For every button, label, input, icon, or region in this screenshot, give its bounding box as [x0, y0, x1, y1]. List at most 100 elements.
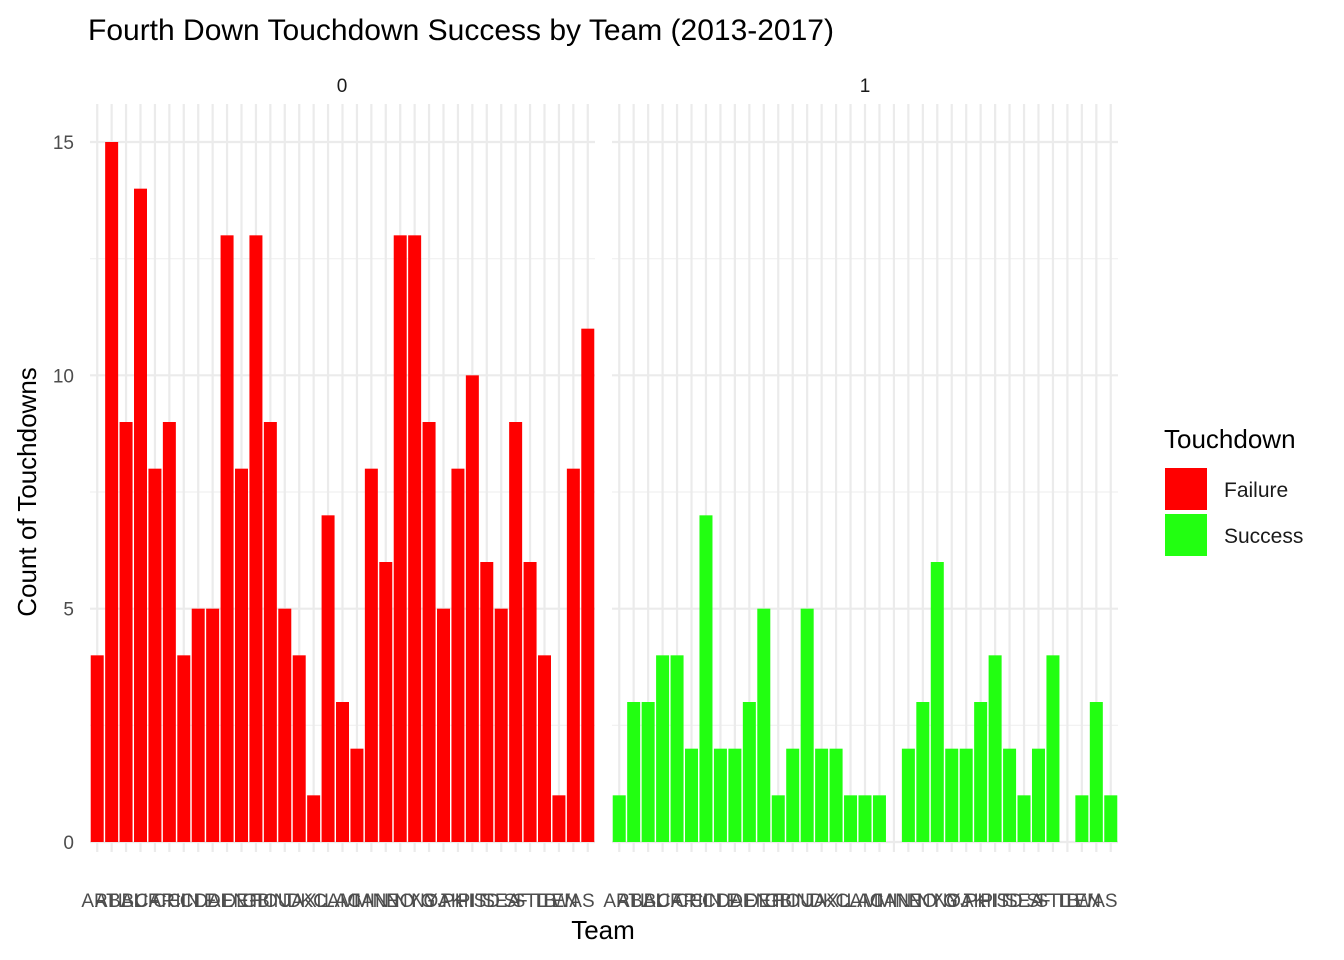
x-tick-label: WAS — [1075, 891, 1118, 912]
x-tick-label: SD — [996, 891, 1022, 912]
x-tick-label: BUF — [122, 891, 160, 912]
bar-failure-17 — [336, 702, 349, 842]
bar-success-24 — [959, 748, 973, 842]
legend-label-failure: Failure — [1224, 479, 1288, 502]
x-tick-label: CHI — [675, 891, 708, 912]
x-tick-label: IND — [791, 891, 824, 912]
x-tick-label: CLE — [180, 891, 217, 912]
x-tick-label: JAX — [804, 891, 839, 912]
x-tick-label: DEN — [729, 891, 769, 912]
facet-panel-1 — [612, 104, 1118, 852]
x-tick-label: GB — [765, 891, 792, 912]
bar-success-14 — [815, 748, 829, 842]
x-tick-label: BAL — [108, 891, 144, 912]
bar-success-1 — [627, 702, 641, 842]
x-tick-label: IND — [268, 891, 301, 912]
bar-success-6 — [699, 515, 713, 842]
x-tick-label: TEN — [1063, 891, 1101, 912]
bar-failure-10 — [235, 468, 248, 842]
y-tick-label: 15 — [53, 133, 74, 154]
bar-success-22 — [930, 562, 944, 842]
x-tick-label: KC — [300, 891, 326, 912]
bar-failure-11 — [249, 235, 263, 842]
x-tick-label: DAL — [194, 891, 231, 912]
x-tick-label: NYJ — [411, 891, 447, 912]
bar-failure-27 — [480, 562, 494, 842]
legend-swatch-success — [1165, 514, 1207, 556]
bar-failure-15 — [307, 795, 321, 842]
bar-failure-19 — [364, 468, 378, 842]
bar-failure-20 — [379, 562, 393, 842]
bar-failure-4 — [148, 468, 162, 842]
y-axis: 0 5 10 15 — [53, 133, 74, 854]
x-tick-label: NYJ — [934, 891, 970, 912]
bar-failure-14 — [292, 655, 306, 842]
facet-strip-label-0: 0 — [337, 76, 348, 97]
bar-success-10 — [757, 608, 771, 842]
bar-success-4 — [670, 655, 684, 842]
bar-success-26 — [988, 655, 1002, 842]
legend: Touchdown Failure Success — [1164, 424, 1303, 556]
x-tick-label: CAR — [657, 891, 697, 912]
bar-failure-26 — [465, 375, 479, 842]
bar-success-18 — [872, 795, 886, 842]
x-tick-label: HOU — [772, 891, 814, 912]
bar-failure-1 — [105, 142, 119, 842]
bar-success-34 — [1104, 795, 1118, 842]
x-tick-label: BAL — [630, 891, 666, 912]
bar-failure-25 — [451, 468, 465, 842]
bar-failure-34 — [581, 328, 595, 842]
x-tick-label: LA — [316, 891, 340, 912]
bar-success-25 — [974, 702, 988, 842]
bar-failure-22 — [408, 235, 422, 842]
bar-failure-16 — [321, 515, 335, 842]
x-tick-label: SF — [504, 891, 528, 912]
x-tick-label: TB — [1055, 891, 1079, 912]
x-tick-label: DEN — [207, 891, 247, 912]
facet-panel-0 — [90, 104, 595, 852]
bar-failure-21 — [393, 235, 407, 842]
bar-success-17 — [858, 795, 872, 842]
bar-failure-23 — [422, 422, 436, 842]
bar-failure-9 — [220, 235, 234, 842]
bar-success-32 — [1075, 795, 1089, 842]
x-tick-label: MIA — [340, 891, 374, 912]
x-tick-label: DET — [223, 891, 261, 912]
bar-failure-5 — [162, 422, 176, 842]
bar-success-29 — [1031, 748, 1045, 842]
x-tick-label: PIT — [458, 891, 488, 912]
chart-title: Fourth Down Touchdown Success by Team (2… — [88, 14, 834, 47]
legend-swatch-failure — [1165, 468, 1207, 510]
bar-success-27 — [1003, 748, 1017, 842]
x-tick-label: CIN — [690, 891, 723, 912]
x-tick-label: PHI — [442, 891, 474, 912]
x-tick-label: DAL — [716, 891, 753, 912]
x-tick-label: BUF — [644, 891, 682, 912]
bar-failure-33 — [566, 468, 580, 842]
x-tick-label: TB — [532, 891, 556, 912]
x-tick-label: JAX — [282, 891, 317, 912]
bar-failure-3 — [134, 188, 147, 843]
x-tick-label: ARI — [603, 891, 635, 912]
bar-success-11 — [771, 795, 785, 842]
x-tick-label: STL — [513, 891, 548, 912]
facet-strip-label-1: 1 — [860, 76, 871, 97]
x-tick-label: KC — [823, 891, 849, 912]
x-tick-label: NYG — [394, 891, 435, 912]
x-axis-facet-0: ARIATLBALBUFCARCHICINCLEDALDENDETGBHOUIN… — [81, 891, 594, 912]
x-tick-label: GB — [242, 891, 269, 912]
x-tick-label: ATL — [617, 891, 650, 912]
bar-success-0 — [612, 795, 626, 842]
bar-failure-2 — [119, 422, 133, 842]
x-tick-label: MIN — [877, 891, 912, 912]
bar-failure-24 — [437, 608, 450, 842]
x-tick-label: PIT — [980, 891, 1010, 912]
x-tick-label: TEN — [540, 891, 578, 912]
x-tick-label: CAR — [135, 891, 175, 912]
bar-success-28 — [1017, 795, 1031, 842]
bar-failure-32 — [552, 795, 566, 842]
legend-label-success: Success — [1224, 525, 1303, 548]
bar-success-5 — [685, 748, 699, 842]
x-tick-label: CLE — [702, 891, 739, 912]
bar-success-7 — [713, 748, 727, 842]
